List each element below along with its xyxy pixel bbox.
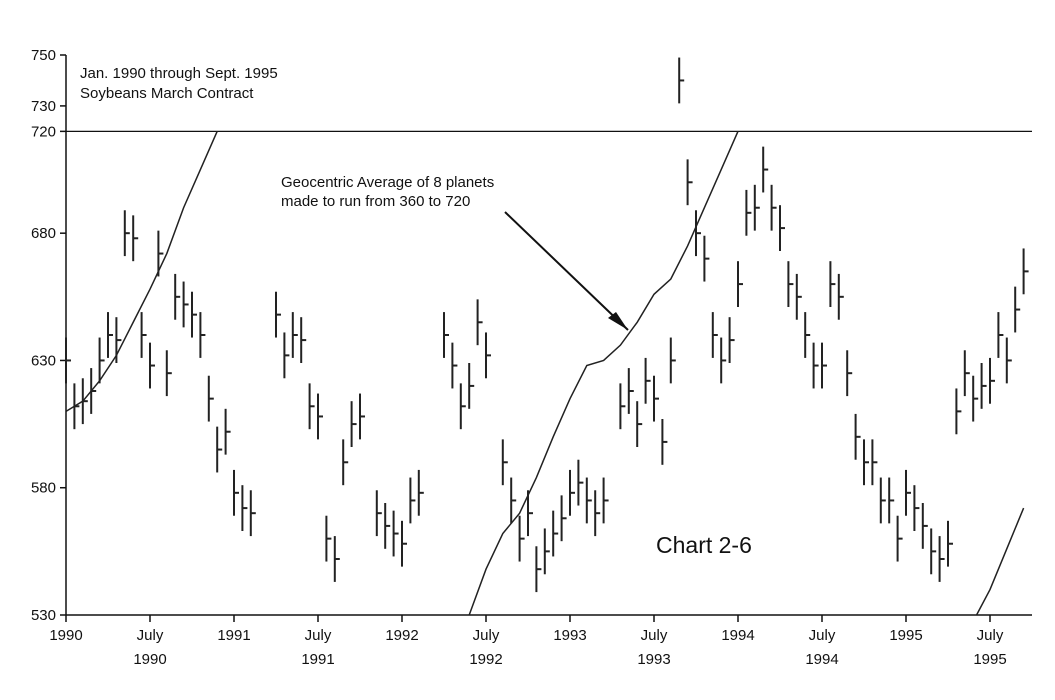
- y-tick-label: 630: [31, 352, 56, 369]
- y-tick-label: 530: [31, 607, 56, 624]
- x-tick-label-year: 1992: [469, 651, 502, 668]
- x-tick-label-year: 1995: [973, 651, 1006, 668]
- y-tick-label: 580: [31, 480, 56, 497]
- axes: 530 580 630 680 720 730 750 1990 July 1990 1991 Jul…: [31, 47, 1032, 668]
- x-tick-label: 1995: [889, 627, 922, 644]
- y-tick-label: 680: [31, 225, 56, 242]
- y-tick-label: 750: [31, 47, 56, 64]
- x-tick-label: July: [977, 627, 1004, 644]
- header-line-2: Soybeans March Contract: [80, 85, 254, 102]
- y-tick-label: 720: [31, 123, 56, 140]
- y-tick-label: 730: [31, 98, 56, 115]
- x-tick-label-year: 1991: [301, 651, 334, 668]
- x-tick-label-year: 1994: [805, 651, 838, 668]
- annotation-line-1: Geocentric Average of 8 planets: [281, 174, 494, 191]
- series-layer: [65, 57, 1029, 616]
- header-line-1: Jan. 1990 through Sept. 1995: [80, 65, 278, 82]
- x-tick-label-year: 1993: [637, 651, 670, 668]
- x-tick-label: July: [473, 627, 500, 644]
- annotation-line-2: made to run from 360 to 720: [281, 193, 470, 210]
- x-tick-label: July: [641, 627, 668, 644]
- planet-average-line: [65, 131, 218, 413]
- x-tick-label: 1992: [385, 627, 418, 644]
- planet-average-line: [975, 507, 1025, 616]
- x-tick-label: July: [809, 627, 836, 644]
- annotations: Jan. 1990 through Sept. 1995 Soybeans Ma…: [80, 65, 752, 558]
- planet-average-line: [468, 131, 739, 616]
- chart-label: Chart 2-6: [656, 532, 752, 558]
- x-tick-label-year: 1990: [133, 651, 166, 668]
- annotation-arrow-head: [608, 312, 628, 330]
- annotation-arrow-shaft: [504, 211, 629, 331]
- x-tick-label: July: [305, 627, 332, 644]
- x-tick-label: 1994: [721, 627, 754, 644]
- x-tick-label: July: [137, 627, 164, 644]
- x-tick-label: 1991: [217, 627, 250, 644]
- x-tick-label: 1993: [553, 627, 586, 644]
- x-tick-label: 1990: [49, 627, 82, 644]
